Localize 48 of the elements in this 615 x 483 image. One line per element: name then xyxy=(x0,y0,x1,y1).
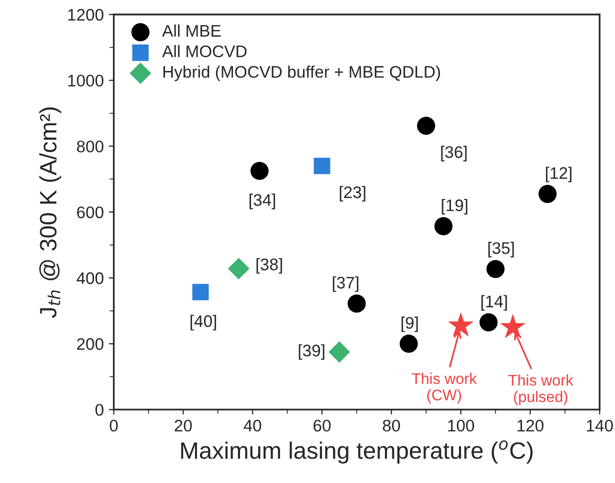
annotation: [35] xyxy=(488,242,514,258)
point xyxy=(250,162,269,180)
y-tick-label: 800 xyxy=(76,140,104,152)
y-tick-label: 1000 xyxy=(68,74,104,87)
legend-label: All MOCVD xyxy=(162,45,246,58)
annotation: [23] xyxy=(340,186,366,202)
y-tick-label: 600 xyxy=(77,206,104,218)
point xyxy=(328,341,350,363)
point xyxy=(434,217,453,236)
annotation: [39] xyxy=(298,344,324,360)
x-tick-label: 40 xyxy=(244,420,262,432)
legend-label: Hybrid (MOCVD buffer + MBE QDLD) xyxy=(163,66,440,82)
annotation: [19] xyxy=(442,198,468,215)
point xyxy=(538,184,557,203)
annotation: [40] xyxy=(190,314,216,330)
legend-label: All MBE xyxy=(162,24,221,37)
point xyxy=(348,294,366,313)
point xyxy=(192,284,209,300)
point xyxy=(314,158,330,174)
x-tick-label: 120 xyxy=(518,420,544,432)
x-tick-label: 100 xyxy=(448,420,474,432)
x-tick-label: 20 xyxy=(174,420,192,432)
annotation: This work (pulsed) xyxy=(508,374,574,406)
y-tick-label: 200 xyxy=(77,338,104,350)
x-tick-label: 0 xyxy=(110,420,118,432)
annotation: [38] xyxy=(256,258,282,274)
x-tick-label: 140 xyxy=(586,420,613,432)
x-tick-label: 60 xyxy=(314,420,331,432)
point xyxy=(486,260,505,278)
point xyxy=(228,258,250,280)
annotation: [14] xyxy=(481,295,507,311)
y-tick-label: 0 xyxy=(95,404,104,416)
annotation: [12] xyxy=(546,166,572,182)
point xyxy=(500,314,526,338)
annotation: This work (CW) xyxy=(412,372,477,404)
point xyxy=(400,334,418,353)
y-tick-label: 400 xyxy=(76,272,104,284)
point xyxy=(480,313,498,332)
annotation: [9] xyxy=(402,316,418,332)
annotation: [34] xyxy=(250,194,276,210)
annotation: [37] xyxy=(332,276,358,292)
y-tick-label: 1200 xyxy=(68,8,104,21)
x-axis-title: Maximum lasing temperature ($^{o}$C) xyxy=(181,440,533,464)
y-axis-title: J$_{th}$ @ 300 K (A/cm²) xyxy=(39,107,62,318)
point xyxy=(417,116,436,135)
x-tick-label: 80 xyxy=(382,420,400,432)
point xyxy=(448,312,474,337)
annotation: [36] xyxy=(441,146,467,162)
